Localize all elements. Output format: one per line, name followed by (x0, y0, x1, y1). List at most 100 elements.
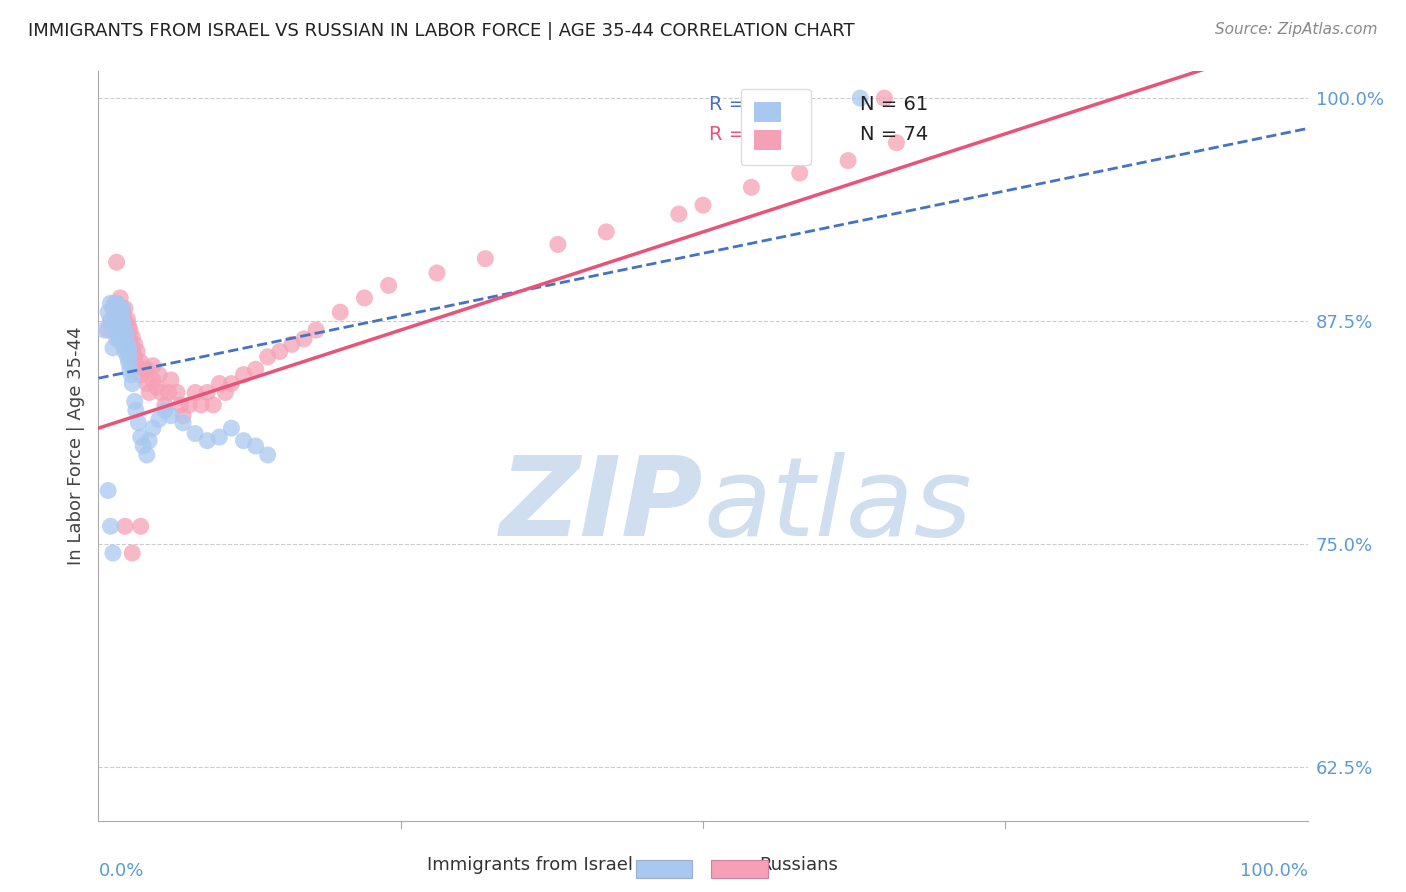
Point (108, 291, 131, 305)
Point (145, 380, 167, 394)
Point (849, 91, 872, 105)
Point (135, 376, 157, 391)
Point (138, 434, 160, 448)
Point (101, 546, 124, 560)
Point (101, 301, 124, 316)
Point (256, 448, 278, 462)
Text: Russians: Russians (759, 856, 838, 874)
Point (256, 350, 278, 364)
Point (100, 296, 122, 310)
Point (105, 255, 128, 269)
Point (160, 409, 183, 423)
Point (269, 344, 291, 359)
Point (129, 355, 152, 369)
Point (134, 362, 156, 376)
Point (111, 305, 134, 319)
Y-axis label: In Labor Force | Age 35-44: In Labor Force | Age 35-44 (66, 326, 84, 566)
Point (117, 337, 139, 351)
Point (305, 323, 328, 337)
Point (166, 385, 188, 400)
Point (595, 225, 617, 239)
Point (142, 421, 165, 435)
Point (120, 368, 142, 382)
Point (153, 403, 176, 417)
Point (135, 448, 157, 462)
Text: ZIP: ZIP (499, 452, 703, 559)
Point (115, 341, 138, 355)
Point (172, 416, 194, 430)
Point (232, 434, 254, 448)
Point (740, 180, 762, 194)
Point (184, 385, 207, 400)
Point (118, 323, 141, 337)
Point (111, 326, 134, 341)
Point (100, 314, 122, 328)
Point (105, 332, 128, 346)
Point (108, 305, 131, 319)
Point (104, 309, 127, 323)
Point (112, 319, 135, 334)
Point (127, 416, 149, 430)
Point (329, 305, 352, 319)
Point (148, 412, 170, 426)
Point (124, 394, 146, 409)
Point (208, 376, 231, 391)
Point (169, 398, 191, 412)
Point (160, 373, 183, 387)
Point (118, 355, 141, 369)
Point (111, 314, 134, 328)
Point (118, 332, 141, 346)
Point (132, 439, 155, 453)
Point (103, 314, 125, 328)
Point (142, 373, 165, 387)
Point (135, 362, 157, 376)
Point (108, 326, 131, 341)
Point (692, 198, 714, 212)
Point (142, 359, 165, 373)
Point (121, 376, 143, 391)
Point (202, 398, 225, 412)
Point (281, 337, 304, 351)
Point (148, 368, 170, 382)
Point (125, 403, 148, 417)
Point (208, 430, 231, 444)
Point (103, 296, 125, 310)
Legend: , : , (741, 88, 810, 165)
Point (190, 398, 212, 412)
Point (668, 207, 690, 221)
Point (195, 434, 218, 448)
Point (114, 519, 136, 533)
Point (107, 309, 129, 323)
Point (127, 344, 149, 359)
Text: 0.0%: 0.0% (98, 862, 143, 880)
Point (221, 421, 243, 435)
Point (97, 323, 120, 337)
Point (100, 519, 122, 533)
Text: R = 0.198: R = 0.198 (709, 95, 807, 114)
Text: atlas: atlas (703, 452, 972, 559)
Point (117, 350, 139, 364)
Point (150, 385, 173, 400)
Point (118, 348, 141, 362)
Point (97, 305, 120, 319)
Point (118, 341, 141, 355)
Text: Source: ZipAtlas.com: Source: ZipAtlas.com (1215, 22, 1378, 37)
Text: R = 0.612: R = 0.612 (709, 125, 807, 145)
Point (105, 314, 128, 328)
Text: 100.0%: 100.0% (1240, 862, 1308, 880)
Point (121, 546, 143, 560)
Point (214, 385, 236, 400)
Text: Immigrants from Israel: Immigrants from Israel (426, 856, 633, 874)
Point (127, 359, 149, 373)
Point (101, 323, 124, 337)
Point (172, 409, 194, 423)
Point (107, 323, 129, 337)
Point (115, 326, 138, 341)
Point (108, 314, 131, 328)
Point (121, 344, 143, 359)
Text: N = 61: N = 61 (860, 95, 928, 114)
Point (547, 237, 569, 252)
Point (114, 314, 136, 328)
Point (110, 309, 132, 323)
Point (245, 362, 267, 376)
